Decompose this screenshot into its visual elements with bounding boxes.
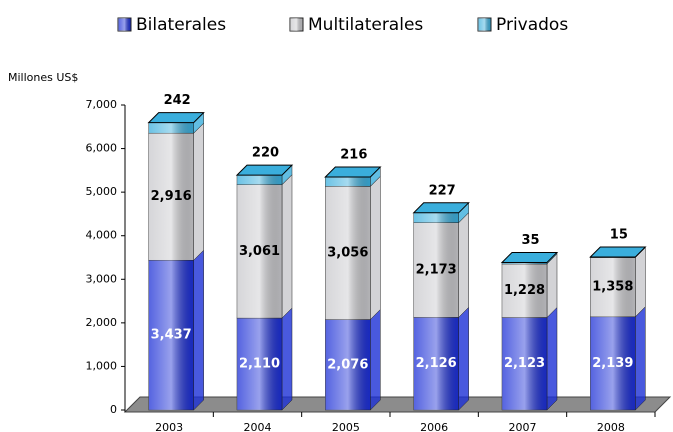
bar-top <box>500 251 559 263</box>
value-label: 2,139 <box>592 356 633 371</box>
legend-swatch-shade <box>118 18 131 31</box>
bar-shade <box>325 319 371 410</box>
value-label: 3,061 <box>239 244 280 259</box>
bar-side <box>370 308 381 411</box>
value-label: 1,358 <box>592 280 633 295</box>
bar-side <box>458 306 469 411</box>
bar-side <box>458 212 469 318</box>
bar-shade <box>237 184 282 319</box>
bar-side <box>281 174 293 319</box>
bar-shade <box>325 186 371 320</box>
value-label: 2,173 <box>416 263 457 278</box>
bar-top <box>324 166 382 178</box>
bar-shade <box>590 257 636 317</box>
y-axis-label: Millones US$ <box>8 71 78 84</box>
bar-side <box>546 253 558 319</box>
y-tick-label: 2,000 <box>86 316 118 329</box>
legend-swatch-shade <box>478 18 491 31</box>
bar-shade <box>590 316 636 410</box>
y-tick-label: 0 <box>110 403 117 416</box>
value-label: 227 <box>429 183 456 198</box>
bar-shade <box>237 175 282 185</box>
legend-swatch-shade <box>290 18 303 31</box>
bar-shade <box>413 317 459 410</box>
bar-shade <box>413 212 459 223</box>
value-label: 3,437 <box>151 328 192 343</box>
bar-side <box>635 306 646 411</box>
value-label: 220 <box>252 146 279 161</box>
value-label: 2,916 <box>151 189 192 204</box>
value-label: 1,228 <box>504 283 545 298</box>
value-label: 35 <box>521 233 539 248</box>
y-tick-label: 7,000 <box>86 98 118 111</box>
bar-shade <box>237 318 282 410</box>
bar-shade <box>148 122 194 134</box>
legend-label: Multilaterales <box>308 15 423 35</box>
bar-side <box>281 307 293 411</box>
bar-shade <box>325 176 371 187</box>
bar-top <box>147 112 205 124</box>
bar-top <box>235 164 294 176</box>
y-tick-label: 1,000 <box>86 359 118 372</box>
x-tick-label: 2003 <box>155 421 183 432</box>
value-label: 2,076 <box>327 357 368 372</box>
y-tick-label: 6,000 <box>86 142 118 155</box>
bar-side <box>635 247 646 318</box>
y-tick-label: 3,000 <box>86 272 118 285</box>
bar-side <box>193 122 204 261</box>
value-label: 2,123 <box>504 356 545 371</box>
x-tick-label: 2004 <box>244 421 272 432</box>
legend-label: Bilaterales <box>136 15 226 35</box>
floor <box>123 396 672 413</box>
bar-top <box>589 246 647 258</box>
y-tick-label: 4,000 <box>86 229 118 242</box>
bar-side <box>193 249 204 411</box>
bar-shade <box>148 260 194 410</box>
value-label: 2,126 <box>416 356 457 371</box>
value-label: 15 <box>610 227 628 242</box>
bar-shade <box>502 263 547 318</box>
x-tick-label: 2008 <box>597 421 625 432</box>
value-label: 242 <box>164 93 191 108</box>
bar-shade <box>148 133 194 261</box>
bar-shade <box>502 262 547 264</box>
value-label: 2,110 <box>239 357 280 372</box>
legend-label: Privados <box>496 15 568 35</box>
value-label: 3,056 <box>327 245 368 260</box>
bar-shade <box>502 317 547 410</box>
bar-shade <box>413 222 459 318</box>
y-tick-label: 5,000 <box>86 185 118 198</box>
x-tick-label: 2007 <box>509 421 537 432</box>
bar-side <box>370 175 381 321</box>
x-tick-label: 2006 <box>420 421 448 432</box>
bar-top <box>412 202 470 214</box>
x-tick-label: 2005 <box>332 421 360 432</box>
value-label: 216 <box>340 147 367 162</box>
bar-side <box>546 306 558 411</box>
